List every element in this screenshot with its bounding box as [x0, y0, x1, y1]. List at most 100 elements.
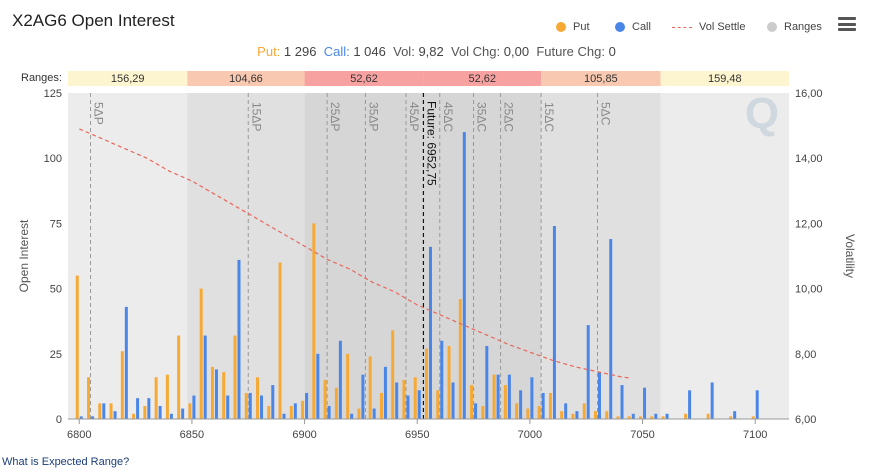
put-bar	[289, 405, 293, 419]
range-value: 104,66	[229, 73, 263, 85]
vol-value: 9,82	[418, 44, 444, 59]
call-bar	[609, 239, 613, 419]
vol-chg-label: Vol Chg:	[450, 44, 501, 59]
legend-label-vol-settle: Vol Settle	[699, 21, 746, 33]
range-box	[187, 71, 305, 86]
call-bar	[226, 395, 230, 419]
call-bar	[147, 398, 151, 419]
call-bar	[350, 413, 354, 419]
call-bar	[429, 246, 432, 419]
put-bar	[661, 416, 665, 419]
put-bar	[616, 416, 620, 419]
put-bar	[368, 356, 372, 419]
call-bar	[631, 413, 635, 419]
range-box	[423, 71, 542, 86]
y2-tick-label: 14,00	[795, 153, 823, 165]
future-chg-label: Future Chg:	[536, 44, 605, 59]
call-bar	[237, 259, 241, 419]
call-bar	[485, 345, 489, 419]
y-tick-label: 100	[44, 153, 62, 165]
range-value: 52,62	[469, 73, 497, 85]
put-bar	[323, 379, 327, 419]
call-bar	[665, 413, 669, 419]
legend-item-call[interactable]: Call	[615, 21, 651, 33]
put-bar	[605, 411, 609, 419]
put-bar	[436, 390, 440, 419]
call-bar	[102, 403, 106, 419]
put-bar	[109, 403, 113, 419]
hamburger-menu-icon[interactable]	[838, 17, 856, 31]
put-bar	[120, 351, 124, 419]
range-band	[660, 93, 789, 419]
x-tick-label: 7100	[743, 429, 767, 441]
range-box	[304, 71, 424, 86]
future-chg-value: 0	[608, 44, 616, 59]
circle-icon	[556, 22, 566, 32]
call-bar	[586, 325, 590, 419]
put-bar	[165, 374, 169, 419]
put-bar	[301, 400, 305, 419]
call-bar	[113, 411, 117, 419]
call-bar	[260, 395, 264, 419]
put-bar	[233, 335, 237, 419]
call-bar	[338, 340, 342, 419]
y-tick-label: 50	[50, 284, 62, 296]
put-bar	[267, 405, 271, 419]
put-bar	[334, 387, 338, 419]
call-bar	[733, 411, 737, 419]
put-bar	[87, 377, 91, 419]
ranges-label: Ranges:	[21, 72, 62, 84]
put-bar	[413, 377, 417, 419]
call-bar	[417, 390, 421, 419]
call-bar	[496, 374, 500, 419]
put-total-value: 1 296	[283, 44, 317, 59]
put-bar	[402, 379, 406, 419]
call-bar	[710, 382, 714, 419]
put-bar	[346, 353, 350, 419]
circle-icon	[767, 22, 777, 32]
x-tick-label: 6950	[405, 429, 429, 441]
delta-label: 35ΔP	[366, 102, 380, 131]
vol-label: Vol:	[393, 44, 415, 59]
put-bar	[706, 413, 710, 419]
put-bar	[684, 413, 688, 419]
delta-label: 35ΔC	[475, 102, 489, 132]
put-bar	[425, 348, 428, 419]
legend-item-ranges[interactable]: Ranges	[767, 21, 822, 33]
call-bar	[271, 385, 275, 419]
range-box	[68, 71, 188, 86]
call-bar	[688, 390, 692, 419]
y-tick-label: 75	[50, 218, 62, 230]
call-bar	[305, 392, 309, 419]
put-bar	[132, 413, 136, 419]
call-bar	[462, 132, 466, 419]
range-band	[541, 93, 661, 419]
call-total-label: Call:	[323, 44, 350, 59]
put-bar	[582, 403, 586, 419]
y2-tick-label: 12,00	[795, 218, 823, 230]
put-total-label: Put:	[257, 44, 281, 59]
put-bar	[222, 372, 226, 419]
x-tick-label: 7050	[630, 429, 654, 441]
put-bar	[177, 335, 181, 419]
future-label: Future: 6952,75	[424, 101, 438, 186]
legend-item-put[interactable]: Put	[556, 21, 590, 33]
call-bar	[564, 403, 568, 419]
range-band	[304, 93, 424, 419]
put-bar	[537, 405, 541, 419]
put-bar	[154, 377, 158, 419]
vol-chg-value: 0,00	[503, 44, 530, 59]
legend-item-vol-settle[interactable]: Vol Settle	[672, 21, 745, 33]
put-bar	[492, 374, 496, 419]
call-bar	[451, 382, 455, 419]
call-bar	[519, 390, 523, 419]
expected-range-help-link[interactable]: What is Expected Range?	[2, 456, 130, 468]
put-bar	[481, 405, 485, 419]
put-bar	[593, 411, 597, 419]
legend-label-call: Call	[632, 21, 651, 33]
put-bar	[560, 411, 564, 419]
delta-label: 45ΔP	[407, 102, 421, 131]
call-bar	[124, 306, 128, 419]
call-bar	[440, 340, 444, 419]
call-bar	[474, 403, 478, 419]
